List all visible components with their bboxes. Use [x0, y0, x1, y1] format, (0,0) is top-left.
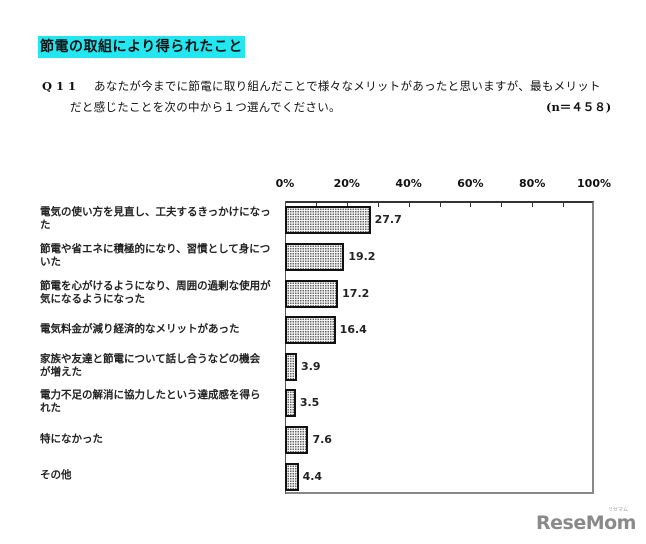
section-title: 節電の取組により得られたこと — [38, 36, 245, 58]
category-label-line2: が増えた — [40, 365, 82, 378]
category-label: その他 — [40, 469, 275, 482]
category-label-line2: れた — [40, 402, 61, 415]
x-tick-mark — [532, 203, 534, 207]
category-label: 電力不足の解消に協力したという達成感を得ら れた — [40, 389, 275, 415]
category-label-line1: 電気の使い方を見直し、工夫するきっかけになっ — [40, 206, 271, 219]
x-tick-mark — [346, 203, 348, 207]
x-tick-label: 100% — [577, 177, 611, 190]
category-label-line2: 気になるようになった — [40, 292, 145, 305]
category-label-line1: その他 — [40, 469, 72, 482]
category-label: 特になかった — [40, 433, 275, 446]
category-label-line2: いた — [40, 255, 61, 268]
bar-value-label: 27.7 — [374, 213, 402, 227]
bar — [285, 242, 345, 271]
plot-area — [285, 201, 594, 494]
sample-size: (n＝４５８) — [546, 100, 612, 114]
x-tick-mark — [563, 203, 565, 207]
bar — [285, 316, 336, 345]
category-label: 節電を心がけるようになり、周囲の過剰な使用が 気になるようになった — [40, 280, 275, 306]
category-label: 節電や省エネに積極的になり、習慣として身につ いた — [40, 243, 275, 269]
category-label-line1: 節電を心がけるようになり、周囲の過剰な使用が — [40, 279, 271, 292]
x-tick-mark — [501, 203, 503, 207]
x-tick-mark — [315, 203, 317, 207]
bar-value-label: 4.4 — [302, 469, 323, 483]
bar — [285, 426, 309, 455]
x-tick-label: 40% — [395, 177, 422, 190]
category-label-line1: 家族や友達と節電について話し合うなどの機会 — [40, 352, 261, 365]
x-tick-mark — [439, 203, 441, 207]
bar — [285, 462, 299, 491]
category-label-line1: 節電や省エネに積極的になり、習慣として身につ — [40, 242, 271, 255]
bar-value-label: 3.5 — [299, 396, 320, 410]
category-label-line1: 特になかった — [40, 432, 103, 445]
y-axis-line — [285, 201, 286, 494]
x-tick-label: 0% — [275, 177, 295, 190]
question-number: Q11 — [42, 79, 81, 93]
bar-value-label: 17.2 — [342, 286, 370, 300]
category-label: 家族や友達と節電について話し合うなどの機会 が増えた — [40, 353, 275, 379]
bar-value-label: 16.4 — [339, 323, 367, 337]
x-tick-label: 60% — [457, 177, 484, 190]
category-label-line1: 電力不足の解消に協力したという達成感を得ら — [40, 389, 261, 402]
x-tick-mark — [377, 203, 379, 207]
x-tick-label: 80% — [519, 177, 546, 190]
bar — [285, 279, 339, 308]
category-label: 電気料金が減り経済的なメリットがあった — [40, 323, 275, 336]
bar-value-label: 7.6 — [312, 433, 332, 447]
x-tick-mark — [470, 203, 472, 207]
resemom-logo: ReseMom — [536, 512, 636, 534]
x-tick-mark — [408, 203, 410, 207]
question-line-2: だと感じたことを次の中から１つ選んでください。 — [70, 100, 341, 114]
bar-value-label: 3.9 — [301, 359, 321, 373]
category-label: 電気の使い方を見直し、工夫するきっかけになった — [40, 206, 275, 232]
bar-value-label: 19.2 — [348, 249, 376, 263]
bar — [285, 352, 298, 381]
x-tick-label: 20% — [333, 177, 360, 190]
bar — [285, 389, 296, 418]
question-text-1: あなたが今までに節電に取り組んだことで様々なメリットがあったと思いますが、最もメ… — [94, 79, 601, 93]
category-label-line1: 電気料金が減り経済的なメリットがあった — [40, 322, 240, 335]
category-label-line2: た — [40, 219, 51, 232]
bar — [285, 206, 371, 235]
resemom-logo-sub: リセマム — [608, 507, 629, 513]
question-line-1: Q11 あなたが今までに節電に取り組んだことで様々なメリットがあったと思いますが、… — [42, 78, 601, 94]
